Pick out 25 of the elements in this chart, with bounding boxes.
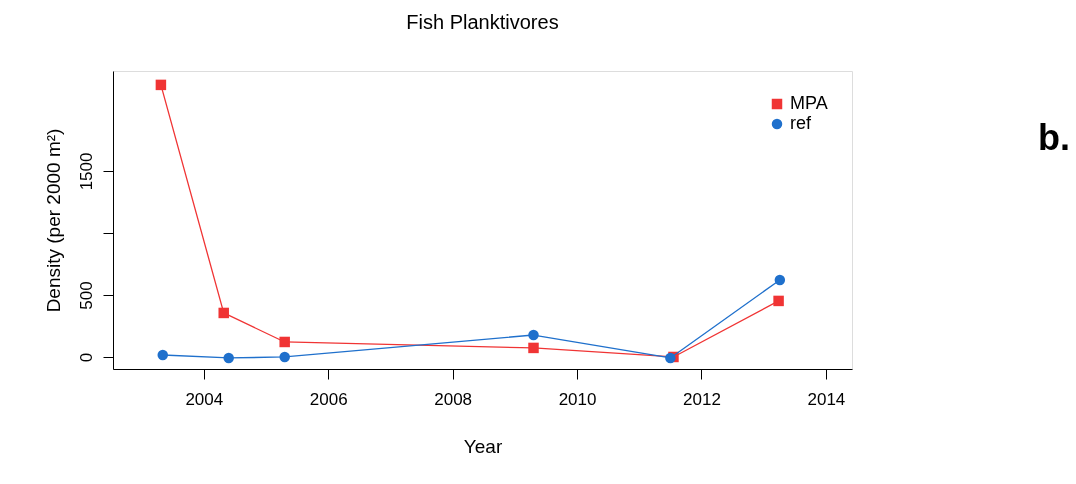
point <box>773 295 784 307</box>
legend-label: ref <box>790 113 812 133</box>
y-axis-title: Density (per 2000 m²) <box>42 128 64 313</box>
x-tick-label: 2008 <box>434 389 473 409</box>
y-tick-label: 500 <box>76 281 96 310</box>
chart-title: Fish Planktivores <box>406 11 559 33</box>
legend-label: MPA <box>790 93 828 113</box>
point <box>218 307 229 319</box>
point <box>155 79 167 91</box>
y-tick-label: 0 <box>76 352 96 363</box>
x-tick-label: 2010 <box>558 389 597 409</box>
point <box>528 329 539 341</box>
x-axis-title: Year <box>463 435 503 457</box>
point <box>279 336 290 348</box>
x-tick-label: 2014 <box>807 389 846 409</box>
y-tick-label: 1500 <box>76 152 96 191</box>
point <box>774 274 786 286</box>
x-tick-label: 2012 <box>683 389 721 409</box>
point <box>223 352 234 364</box>
x-tick-label: 2006 <box>309 389 348 409</box>
x-tick-label: 2004 <box>185 389 224 409</box>
point <box>528 342 539 354</box>
point <box>157 349 169 361</box>
point <box>279 351 290 363</box>
text: b. <box>1038 117 1070 158</box>
